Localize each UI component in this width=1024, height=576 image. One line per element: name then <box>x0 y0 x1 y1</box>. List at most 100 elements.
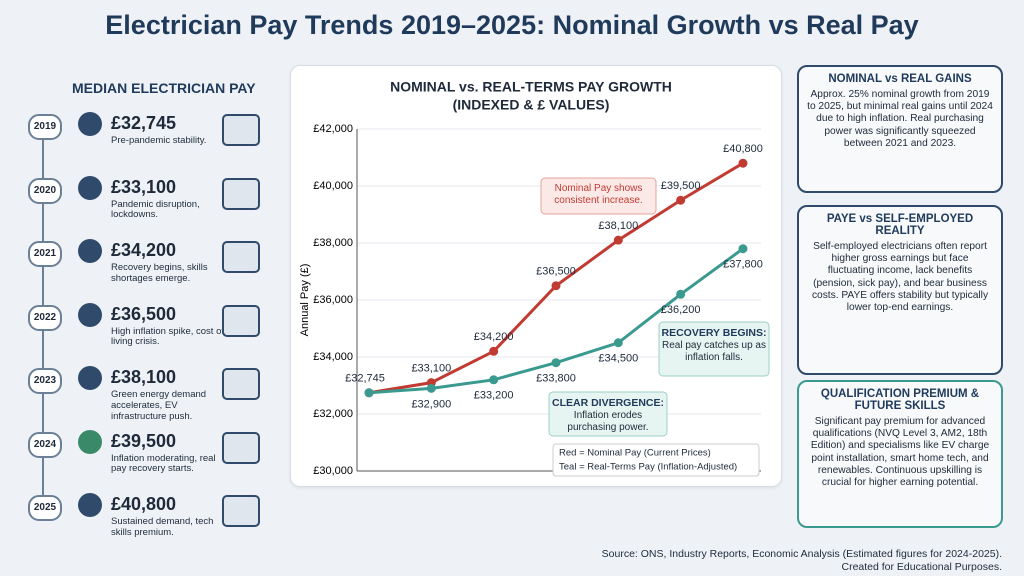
icon <box>222 495 260 527</box>
pay-icon <box>78 302 102 327</box>
value-label: £32,745 <box>345 373 385 385</box>
data-point <box>489 375 499 385</box>
x-tick-label: 2025 <box>731 485 755 486</box>
pay-note: Recovery begins, skills shortages emerge… <box>111 262 208 284</box>
y-axis-label: Annual Pay (£) <box>299 264 311 337</box>
y-tick-label: £36,000 <box>313 294 353 306</box>
pay-icon <box>78 493 102 517</box>
timeline-title: MEDIAN ELECTRICIAN PAY <box>72 80 256 96</box>
data-point <box>551 358 561 368</box>
year-badge: 2024 <box>28 431 62 458</box>
pay-icon <box>78 366 102 390</box>
data-point <box>676 289 686 299</box>
page-title: Electrician Pay Trends 2019–2025: Nomina… <box>105 10 919 40</box>
pay-amount: £32,745 <box>111 113 177 133</box>
annotation-text: Real pay catches up as inflation falls. <box>662 340 766 363</box>
pay-amount: £39,500 <box>111 430 177 451</box>
credit: Created for Educational Purposes. <box>841 561 1002 574</box>
value-label: £33,800 <box>536 373 576 385</box>
pay-note: Pre-pandemic stability. <box>111 135 207 146</box>
icon <box>222 177 260 210</box>
year-badge: 2020 <box>28 177 62 204</box>
pay-note: Sustained demand, tech skills premium. <box>111 516 214 538</box>
value-label: £38,100 <box>598 220 638 232</box>
pay-amount: £36,500 <box>111 303 177 324</box>
annotation-fo: Nominal Pay shows consistent increase. <box>554 183 643 206</box>
annotation-title: CLEAR DIVERGENCE: <box>552 397 664 409</box>
year-badge: 2022 <box>28 304 62 331</box>
x-tick-label: 2021 <box>481 485 505 486</box>
pay-amount: £34,200 <box>111 240 177 260</box>
legend-entry: Teal = Real-Terms Pay (Inflation-Adjuste… <box>559 462 737 473</box>
value-label: £37,800 <box>723 259 763 271</box>
chart-title: NOMINAL vs. REAL-TERMS PAY GROWTH <box>390 79 672 95</box>
value-label: £34,200 <box>474 331 514 343</box>
info-panel: NOMINAL vs REAL GAINS Approx. 25% nominal… <box>797 65 1003 193</box>
panel-body: Significant pay premium for advanced qua… <box>810 416 990 489</box>
annotation-fo: Inflation erodes purchasing power. <box>567 410 649 433</box>
annotation-text: Inflation erodes purchasing power. <box>567 410 649 433</box>
pay-icon <box>78 239 102 263</box>
x-tick-label: 2023 <box>606 485 630 486</box>
value-label: £36,500 <box>536 266 576 278</box>
annotation-box <box>548 391 668 437</box>
value-label: £33,100 <box>411 363 451 375</box>
info-panel: PAYE vs SELF-EMPLOYED REALITY Self-employ… <box>797 205 1003 375</box>
year-badge: 2023 <box>28 368 62 394</box>
annotation-box <box>658 321 770 377</box>
panel-title: QUALIFICATION PREMIUM & FUTURE SKILLS <box>820 388 980 412</box>
y-tick-label: £34,000 <box>313 351 353 363</box>
year-badge: 2021 <box>28 241 62 267</box>
y-tick-label: £38,000 <box>313 237 353 249</box>
pay-note: High inflation spike, cost of living cri… <box>111 325 225 348</box>
annotation-fo: Real pay catches up as inflation falls. <box>662 340 766 363</box>
value-label: £36,200 <box>661 304 701 316</box>
pay-amount: £40,800 <box>111 494 177 514</box>
y-tick-label: £32,000 <box>313 408 353 420</box>
pay-amount: £33,100 <box>111 176 177 197</box>
year-badge: 2025 <box>28 495 62 521</box>
value-label: £34,500 <box>598 353 638 365</box>
data-point <box>489 346 499 356</box>
y-tick-label: £30,000 <box>313 465 353 477</box>
value-label: £39,500 <box>661 180 701 192</box>
icon <box>222 368 260 400</box>
data-point <box>738 158 748 168</box>
annotation-box <box>540 177 657 215</box>
x-tick-label: 2020 <box>419 485 443 486</box>
chart-subtitle: (INDEXED & £ VALUES) <box>453 97 610 113</box>
chart-card: NOMINAL vs. REAL-TERMS PAY GROWTH (INDEX… <box>290 65 782 497</box>
data-point <box>551 281 561 291</box>
legend-box <box>552 443 760 477</box>
icon <box>222 241 260 273</box>
info-panel: QUALIFICATION PREMIUM & FUTURE SKILLS Sig… <box>797 380 1003 528</box>
x-tick-label: 2019 <box>357 485 381 486</box>
pay-icon <box>78 429 102 454</box>
panel-title: PAYE vs SELF-EMPLOYED REALITY <box>826 213 974 237</box>
year-badge: 2019 <box>28 114 62 140</box>
pay-note: Pandemic disruption, lockdowns. <box>111 198 200 221</box>
pay-note: Inflation moderating, real pay recovery … <box>111 452 216 475</box>
x-tick-label: 2022 <box>544 485 568 486</box>
chart: NOMINAL vs. REAL-TERMS PAY GROWTH (INDEX… <box>299 79 770 497</box>
data-point <box>426 383 436 393</box>
data-point <box>676 195 686 205</box>
pay-icon <box>78 175 102 200</box>
data-point <box>613 338 623 348</box>
panel-body: Approx. 25% nominal growth from 2019 to … <box>807 89 993 149</box>
source: Source: ONS, Industry Reports, Economic … <box>601 548 1002 560</box>
footer: Source: ONS, Industry Reports, Economic … <box>602 548 1002 574</box>
pay-amount: £38,100 <box>111 367 177 387</box>
icon <box>222 431 260 464</box>
y-tick-label: £42,000 <box>313 123 353 135</box>
icon <box>222 114 260 146</box>
annotation-title: RECOVERY BEGINS: <box>661 327 766 339</box>
panel-title: NOMINAL vs REAL GAINS <box>828 73 972 85</box>
x-tick-label: 2024 <box>668 485 692 486</box>
icon <box>222 304 260 337</box>
value-label: £33,200 <box>474 390 514 402</box>
y-tick-label: £40,000 <box>313 180 353 192</box>
pay-icon <box>78 112 102 136</box>
annotation-text: Nominal Pay shows consistent increase. <box>554 183 643 206</box>
